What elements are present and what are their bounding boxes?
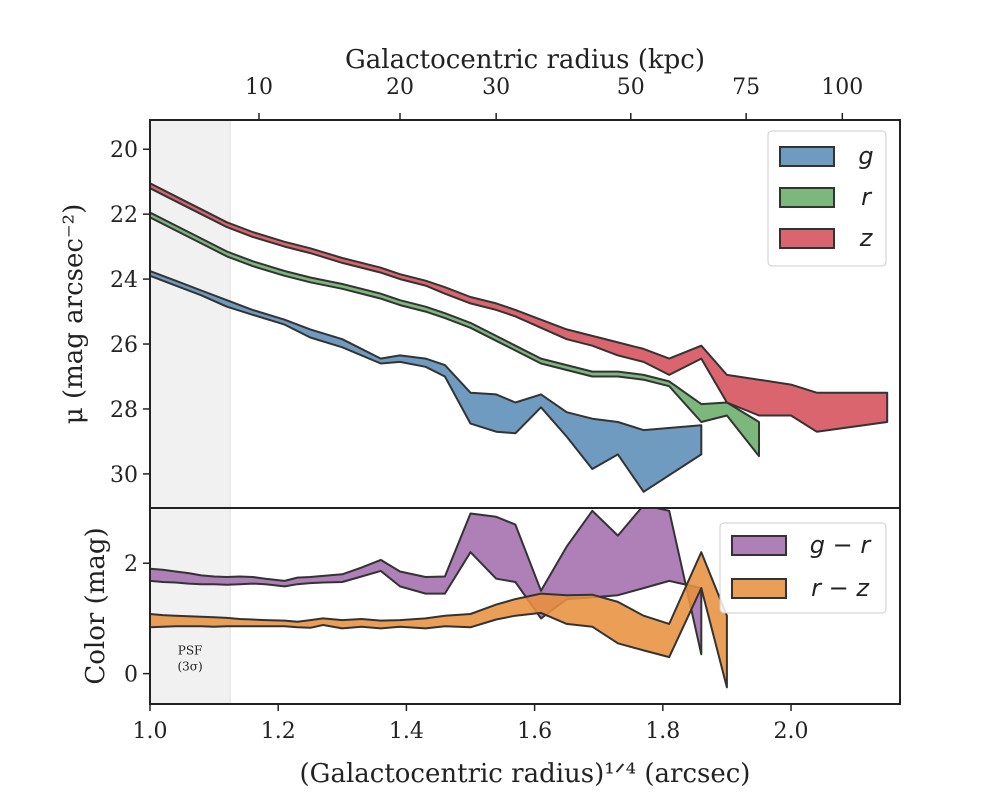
x-tick-label: 1.4 <box>389 719 424 744</box>
y-tick-label-bottom: 0 <box>124 663 138 688</box>
top-axis-tick-label: 100 <box>821 75 863 100</box>
legend-bottom: g − r r − z <box>719 522 887 614</box>
area-layer <box>150 182 889 689</box>
y-tick-label-top: 30 <box>110 463 138 488</box>
y-axis-label-top: μ (mag arcsec⁻²) <box>59 204 89 424</box>
y-tick-label-top: 26 <box>110 333 138 358</box>
top-axis-tick-label: 10 <box>245 75 273 100</box>
psf-sigma-label: (3σ) <box>177 659 202 673</box>
top-axis-tick-label: 30 <box>482 75 510 100</box>
top-axis-label: Galactocentric radius (kpc) <box>345 45 705 75</box>
legend-swatch-g-r <box>731 535 787 556</box>
psf-label: PSF <box>178 643 203 657</box>
x-tick-label: 1.2 <box>261 719 296 744</box>
x-tick-label: 1.0 <box>133 719 168 744</box>
legend-swatch-z <box>779 228 835 249</box>
band-g <box>150 270 703 493</box>
legend-label-g: g <box>858 142 873 170</box>
legend-layer: grz g − r r − z <box>719 130 887 614</box>
x-axis-label: (Galactocentric radius)¹ᐟ⁴ (arcsec) <box>300 759 751 789</box>
y-tick-label-top: 20 <box>110 138 138 163</box>
legend-swatch-g <box>779 146 835 167</box>
top-axis-tick-label: 20 <box>386 75 414 100</box>
label-layer: Galactocentric radius (kpc) (Galactocentr… <box>59 45 750 789</box>
y-tick-label-top: 28 <box>110 398 138 423</box>
x-tick-label: 1.8 <box>645 719 680 744</box>
legend-label-z: z <box>859 224 874 252</box>
legend-label-r-z: r − z <box>811 574 870 602</box>
legend-swatch-r-z <box>731 578 787 599</box>
legend-top: grz <box>767 130 887 267</box>
top-axis-tick-label: 75 <box>732 75 760 100</box>
tick-layer: 20 22 24 26 28 30 10 20 30 50 75 100 0 2 1.0 1.2 1.4 1.6 1… <box>110 75 863 744</box>
y-tick-label-bottom: 2 <box>124 552 138 577</box>
band-z <box>150 182 889 433</box>
y-axis-label-bottom: Color (mag) <box>81 527 111 684</box>
x-tick-label: 1.6 <box>517 719 552 744</box>
frame-layer <box>149 119 901 705</box>
band-r-z <box>150 551 728 689</box>
legend-label-g-r: g − r <box>810 531 873 559</box>
y-tick-label-top: 24 <box>110 268 138 293</box>
bottom-panel-frame <box>149 507 901 705</box>
top-axis-tick-label: 50 <box>617 75 645 100</box>
legend-label-r: r <box>861 183 873 211</box>
legend-swatch-r <box>779 187 835 208</box>
y-tick-label-top: 22 <box>110 203 138 228</box>
band-r <box>150 211 760 458</box>
x-tick-label: 2.0 <box>774 719 809 744</box>
